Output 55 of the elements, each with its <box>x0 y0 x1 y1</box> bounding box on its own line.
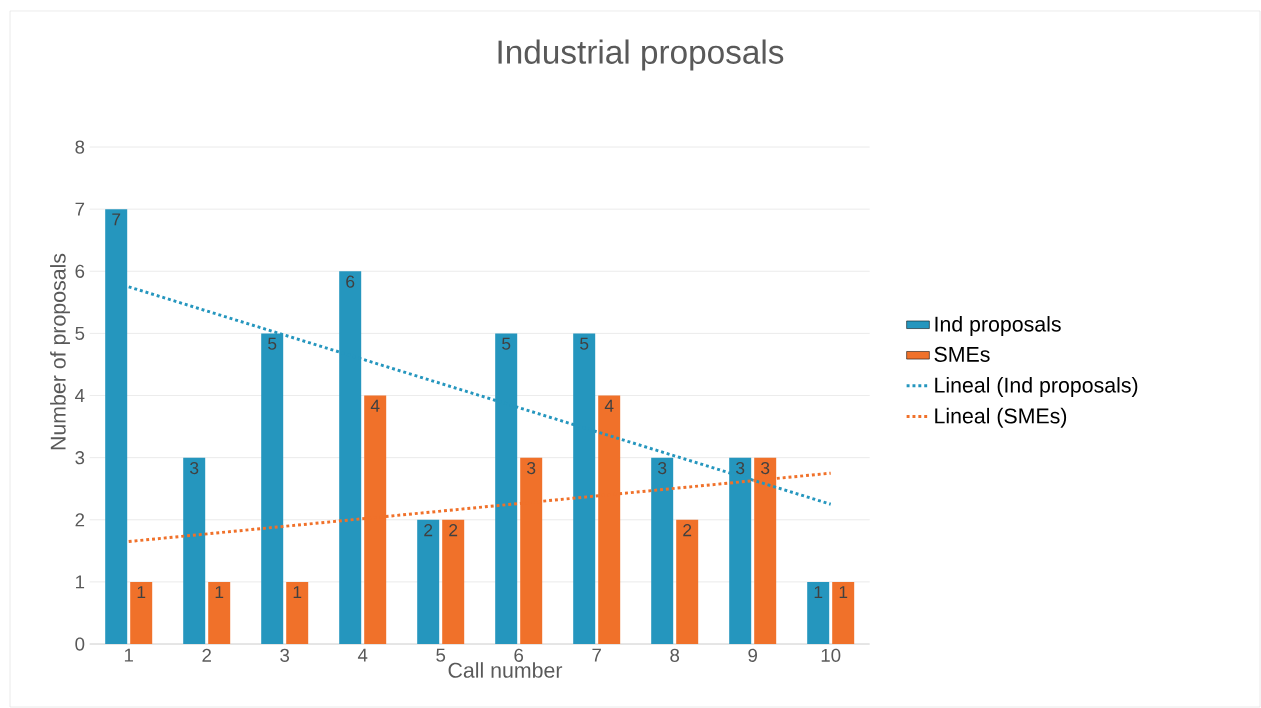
x-tick-label: 10 <box>821 648 841 662</box>
legend-label: Lineal (SMEs) <box>935 407 1067 428</box>
y-tick-label: 2 <box>75 513 85 527</box>
bar <box>442 519 465 645</box>
data-label: 5 <box>502 337 511 350</box>
x-tick-label: 9 <box>748 648 757 662</box>
y-tick-label: 4 <box>75 389 85 402</box>
data-label: 3 <box>190 461 199 475</box>
y-tick-label: 5 <box>75 326 85 340</box>
bar <box>130 581 153 645</box>
data-label: 3 <box>658 461 667 475</box>
bar <box>208 581 231 645</box>
y-tick-label: 7 <box>75 202 85 216</box>
y-tick-label: 8 <box>75 140 85 154</box>
data-label: 1 <box>814 586 823 599</box>
data-label: 1 <box>293 586 302 599</box>
bar <box>183 457 206 645</box>
data-label: 4 <box>604 399 614 412</box>
data-label: 1 <box>137 586 146 599</box>
legend-label: Lineal (Ind proposals) <box>935 377 1138 397</box>
legend-label: SMEs <box>934 346 990 362</box>
x-tick-label: 8 <box>670 648 680 662</box>
y-tick-label: 3 <box>75 451 85 465</box>
data-label: 5 <box>268 337 277 350</box>
x-tick-label: 6 <box>514 648 524 662</box>
data-label: 3 <box>761 461 770 475</box>
x-tick-label: 7 <box>592 648 601 662</box>
legend-label: Ind proposals <box>935 316 1061 336</box>
data-label: 6 <box>346 275 355 288</box>
y-axis-title: Number of proposals <box>50 253 70 450</box>
x-axis-title: Call number <box>448 662 563 678</box>
data-label: 3 <box>527 461 536 475</box>
x-tick-label: 2 <box>202 648 211 662</box>
y-tick-label: 0 <box>75 637 85 651</box>
x-tick-label: 5 <box>436 648 446 662</box>
chart-title: Industrial proposals <box>498 39 784 71</box>
x-tick-label: 3 <box>280 648 290 662</box>
bar <box>807 581 830 645</box>
bar <box>676 519 699 645</box>
data-label: 1 <box>215 586 224 599</box>
y-tick-label: 1 <box>76 575 85 589</box>
bar <box>286 581 309 645</box>
y-tick-label: 6 <box>75 264 85 278</box>
data-label: 2 <box>683 524 692 537</box>
x-tick-label: 4 <box>357 648 368 662</box>
bar <box>832 581 855 645</box>
data-label: 2 <box>424 524 433 537</box>
data-label: 4 <box>370 399 380 412</box>
data-label: 2 <box>449 524 458 537</box>
bar <box>417 519 440 645</box>
data-label: 1 <box>839 586 848 599</box>
data-label: 5 <box>580 337 589 350</box>
data-label: 3 <box>736 461 745 475</box>
data-label: 7 <box>112 213 121 226</box>
x-tick-label: 1 <box>124 648 133 662</box>
